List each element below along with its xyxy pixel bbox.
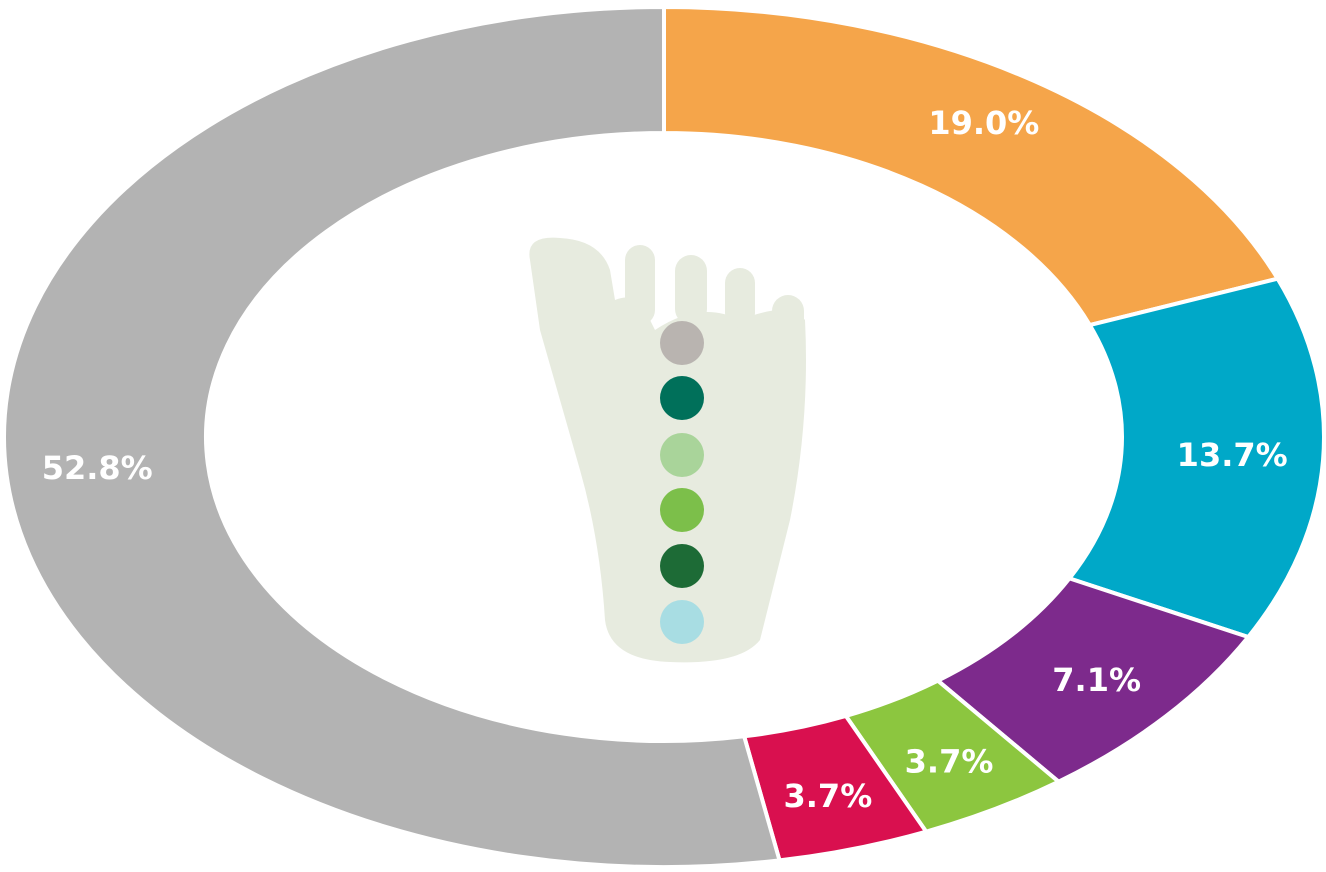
- data-label: 19.0%: [928, 104, 1039, 142]
- data-label: 52.8%: [42, 449, 153, 487]
- donut-segment: [2, 4, 783, 869]
- data-label: 13.7%: [1177, 436, 1288, 474]
- data-label: 3.7%: [905, 742, 994, 780]
- data-label: 7.1%: [1052, 661, 1141, 699]
- center-icon: [529, 237, 806, 663]
- donut-segment: [662, 4, 1281, 328]
- data-label: 3.7%: [784, 777, 873, 815]
